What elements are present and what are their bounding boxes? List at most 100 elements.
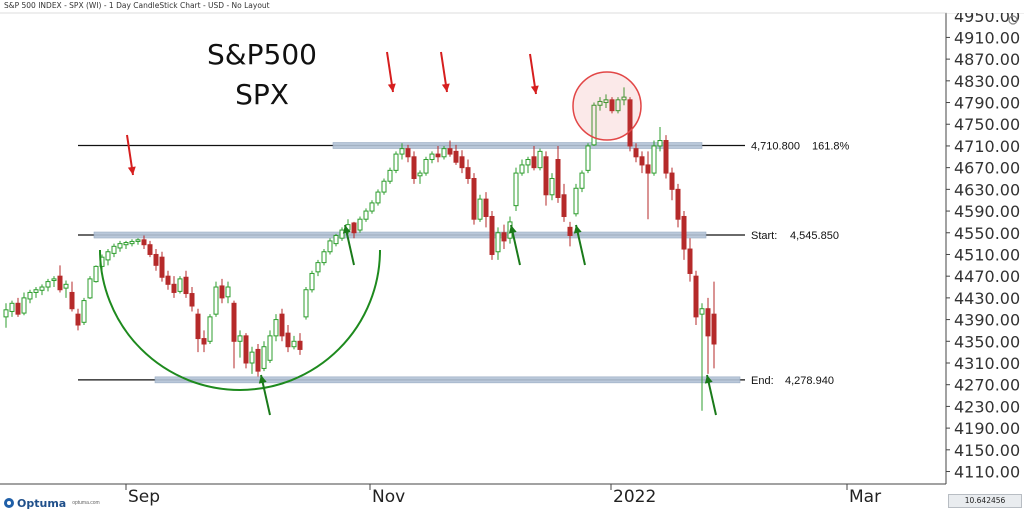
candle-body bbox=[141, 239, 147, 246]
candle-body bbox=[153, 253, 159, 266]
candle-body bbox=[285, 332, 291, 348]
candle-body bbox=[585, 145, 591, 171]
candle-body bbox=[57, 275, 63, 291]
candle-body bbox=[279, 313, 285, 337]
y-tick-label: 4710.00 bbox=[954, 137, 1020, 156]
x-tick-label: 2022 bbox=[613, 487, 656, 507]
candle-body bbox=[357, 218, 363, 231]
cup-arc bbox=[99, 250, 381, 391]
candle-body bbox=[177, 278, 183, 292]
level-label: End: bbox=[751, 375, 774, 387]
level-band bbox=[93, 231, 707, 239]
candle-body bbox=[699, 308, 705, 315]
level-value: 161.8% bbox=[812, 141, 850, 153]
candle-body bbox=[543, 156, 549, 196]
y-tick-label: 4630.00 bbox=[954, 180, 1020, 199]
candle-body bbox=[657, 140, 663, 147]
candle-body bbox=[129, 240, 135, 245]
chart-subtitle: SPX bbox=[235, 78, 289, 111]
candle-body bbox=[687, 248, 693, 274]
x-tick-label: Nov bbox=[372, 487, 405, 507]
logo-url: optuma.com bbox=[72, 500, 100, 506]
candle-body bbox=[423, 159, 429, 174]
window-title: S&P 500 INDEX - SPX (WI) - 1 Day CandleS… bbox=[4, 1, 270, 10]
green-up-arrow bbox=[704, 374, 717, 416]
candle-body bbox=[159, 256, 165, 278]
candle-body bbox=[555, 159, 561, 198]
candle-body bbox=[351, 222, 357, 234]
red-down-arrow bbox=[440, 51, 450, 93]
candle-body bbox=[189, 293, 195, 307]
candle-body bbox=[627, 99, 633, 147]
candle-body bbox=[21, 297, 27, 314]
candle-body bbox=[309, 272, 315, 291]
y-tick-label: 4870.00 bbox=[954, 50, 1020, 69]
candle-body bbox=[675, 188, 681, 220]
candle-body bbox=[531, 156, 537, 169]
candle-body bbox=[621, 96, 627, 101]
candle-body bbox=[195, 313, 201, 340]
candle-body bbox=[459, 156, 465, 169]
y-tick-label: 4830.00 bbox=[954, 72, 1020, 91]
candle-body bbox=[273, 319, 279, 337]
candle-body bbox=[441, 148, 447, 158]
candle-body bbox=[63, 283, 69, 289]
candle-body bbox=[81, 300, 87, 323]
candle-body bbox=[603, 99, 609, 104]
candle-body bbox=[477, 198, 483, 220]
candle-body bbox=[255, 348, 261, 372]
candle-body bbox=[117, 243, 123, 249]
candle-body bbox=[135, 239, 141, 242]
candle-body bbox=[171, 283, 177, 293]
candle-body bbox=[489, 215, 495, 255]
candle-body bbox=[693, 275, 699, 318]
candle-body bbox=[315, 262, 321, 273]
x-tick-label: Mar bbox=[849, 487, 881, 507]
candle-body bbox=[45, 281, 51, 288]
y-tick-label: 4670.00 bbox=[954, 159, 1020, 178]
level-value: 4,545.850 bbox=[790, 230, 839, 242]
candle-body bbox=[219, 285, 225, 299]
green-up-arrow bbox=[508, 224, 521, 266]
y-tick-label: 4550.00 bbox=[954, 224, 1020, 243]
y-tick-label: 4430.00 bbox=[954, 289, 1020, 308]
candle-body bbox=[363, 210, 369, 220]
candle-body bbox=[51, 278, 57, 282]
candle-body bbox=[663, 140, 669, 174]
y-tick-label: 4190.00 bbox=[954, 419, 1020, 438]
y-tick-label: 4310.00 bbox=[954, 354, 1020, 373]
corner-value-readout: 10.642456 bbox=[948, 494, 1022, 508]
logo-name: Optuma bbox=[17, 496, 67, 510]
red-down-arrow bbox=[126, 134, 136, 176]
candle-body bbox=[69, 291, 75, 310]
candle-body bbox=[297, 340, 303, 350]
candle-body bbox=[33, 289, 39, 293]
candle-body bbox=[147, 244, 153, 255]
candle-body bbox=[327, 240, 333, 253]
candle-body bbox=[87, 278, 93, 299]
candle-body bbox=[183, 276, 189, 295]
x-tick-label: Sep bbox=[128, 487, 160, 507]
candle-body bbox=[681, 215, 687, 250]
candle-body bbox=[261, 346, 267, 369]
candle-body bbox=[639, 156, 645, 166]
y-tick-label: 4750.00 bbox=[954, 115, 1020, 134]
candle-body bbox=[369, 202, 375, 212]
candle-body bbox=[651, 145, 657, 174]
candle-body bbox=[207, 316, 213, 342]
candle-body bbox=[435, 153, 441, 158]
y-tick-label: 4350.00 bbox=[954, 332, 1020, 351]
level-band bbox=[154, 376, 741, 384]
candle-body bbox=[411, 156, 417, 180]
candle-body bbox=[483, 198, 489, 217]
candle-body bbox=[237, 335, 243, 342]
green-up-arrow bbox=[258, 374, 271, 416]
candle-body bbox=[417, 172, 423, 177]
candle-body bbox=[645, 164, 651, 174]
candle-body bbox=[243, 335, 249, 364]
candle-body bbox=[381, 180, 387, 193]
candle-body bbox=[633, 148, 639, 158]
candle-body bbox=[567, 226, 573, 236]
y-tick-label: 4910.00 bbox=[954, 28, 1020, 47]
candle-body bbox=[39, 286, 45, 291]
